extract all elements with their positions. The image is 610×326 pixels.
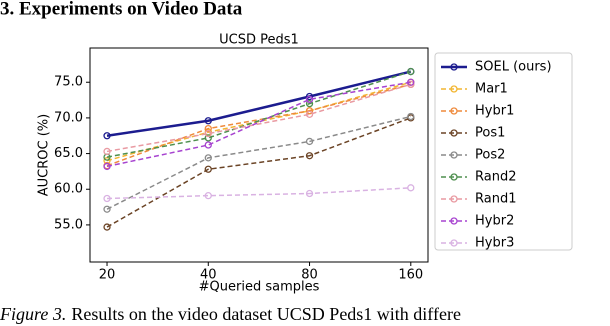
- plot-frame: [89, 47, 429, 263]
- point: [204, 165, 212, 173]
- point: [407, 67, 415, 76]
- series-line: [106, 81, 411, 168]
- series-line: [106, 83, 412, 153]
- point: [204, 129, 212, 138]
- legend-marker: [450, 107, 458, 115]
- point: [305, 92, 314, 101]
- legend-marker: [450, 151, 458, 159]
- series-line: [106, 115, 411, 210]
- point: [305, 110, 314, 118]
- x-axis-label: #Queried samples: [199, 280, 320, 295]
- section-heading: 3. Experiments on Video Data: [0, 0, 243, 19]
- point: [305, 99, 314, 108]
- legend-label: Rand1: [475, 192, 516, 207]
- caption-label: Figure 3.: [0, 304, 66, 324]
- point: [305, 189, 314, 198]
- caption: Figure 3. Results on the video dataset UC…: [0, 304, 461, 324]
- point: [204, 134, 212, 142]
- legend-label: Hybr2: [475, 214, 514, 229]
- y-tick-label: 60.0: [54, 182, 83, 197]
- point: [103, 162, 111, 171]
- legend-label: Mar1: [475, 82, 508, 97]
- legend-marker: [450, 173, 458, 181]
- y-tick-label: 55.0: [54, 217, 83, 232]
- point: [305, 95, 314, 104]
- y-tick-label: 75.0: [54, 75, 83, 90]
- point: [204, 124, 212, 133]
- legend-box: [434, 52, 573, 251]
- point: [103, 147, 111, 156]
- x-tick-label: 160: [398, 268, 423, 283]
- point: [103, 194, 111, 203]
- x-tick-label: 80: [301, 268, 318, 283]
- point: [204, 141, 212, 149]
- legend-label: Rand2: [475, 170, 516, 185]
- legend-marker: [450, 195, 458, 203]
- legend-marker: [450, 217, 458, 225]
- chart-title: UCSD Peds1: [219, 33, 299, 48]
- legend-label: Hybr3: [475, 236, 514, 251]
- point: [407, 112, 415, 121]
- point: [305, 152, 314, 160]
- legend-marker: [450, 63, 458, 71]
- series-line: [106, 70, 412, 137]
- legend-label: Pos1: [475, 126, 505, 141]
- y-tick-label: 65.0: [54, 146, 83, 161]
- point: [407, 184, 415, 192]
- point: [204, 192, 212, 200]
- legend-marker: [450, 85, 458, 93]
- series-line: [106, 117, 412, 228]
- legend-marker: [450, 239, 458, 247]
- x-tick-label: 40: [200, 268, 217, 283]
- point: [103, 205, 111, 213]
- caption-text: Results on the video dataset UCSD Peds1 …: [71, 304, 461, 324]
- y-axis-label: AUCROC (%): [37, 114, 52, 196]
- point: [103, 223, 111, 231]
- legend-label: Pos2: [475, 148, 505, 163]
- y-tick-label: 70.0: [54, 110, 83, 125]
- x-tick-label: 20: [99, 268, 116, 283]
- legend-label: Hybr1: [475, 104, 514, 119]
- point: [204, 154, 212, 162]
- series-line: [106, 83, 411, 167]
- point: [407, 78, 415, 86]
- point: [103, 132, 111, 140]
- point: [204, 117, 212, 125]
- series-line: [106, 70, 412, 158]
- series-line: [107, 187, 411, 200]
- legend-marker: [450, 129, 458, 137]
- point: [305, 107, 314, 115]
- point: [305, 137, 314, 146]
- point: [407, 80, 415, 89]
- legend-label: SOEL (ours): [475, 60, 552, 75]
